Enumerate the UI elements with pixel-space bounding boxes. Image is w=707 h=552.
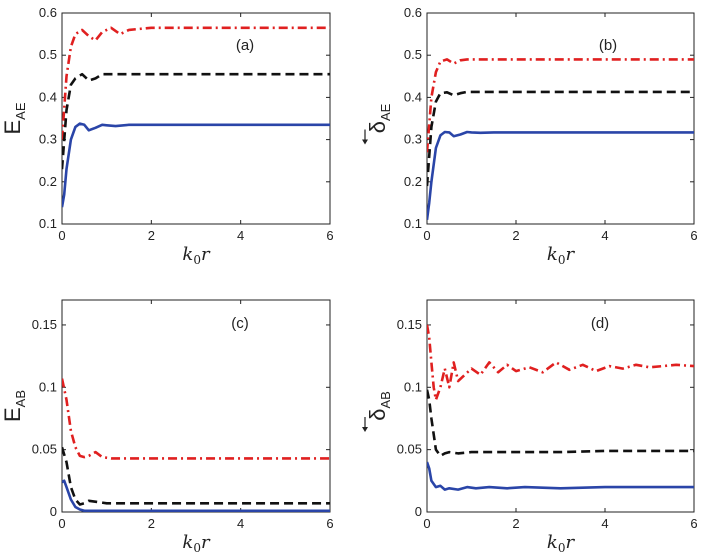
y-tick-label: 0.15 xyxy=(397,317,422,332)
x-tick-label: 4 xyxy=(601,228,608,243)
y-axis-label: EAB xyxy=(0,390,28,422)
y-tick-label: 0.1 xyxy=(404,379,422,394)
y-axis-label-main: δ xyxy=(365,409,390,421)
y-tick-label: 0.1 xyxy=(39,216,57,231)
y-axis-label-sub: AE xyxy=(13,102,28,120)
y-tick-label: 0 xyxy=(50,504,57,519)
series-blue-solid xyxy=(427,130,694,220)
y-axis-label-text: δAE xyxy=(365,103,393,133)
x-axis-label-sub: 0 xyxy=(558,541,566,552)
panel-label: (b) xyxy=(599,37,617,54)
y-axis-label: EAE xyxy=(0,102,28,134)
y-tick-label: 0.05 xyxy=(397,442,422,457)
x-tick-label: 6 xyxy=(690,516,697,531)
series-red-dashdot xyxy=(427,58,694,153)
y-axis-label-main: E xyxy=(0,407,25,422)
y-tick-label: 0.2 xyxy=(404,174,422,189)
series-red-dashdot xyxy=(62,378,330,460)
y-axis-label: δAE xyxy=(362,103,393,145)
series-red-dashdot xyxy=(427,324,694,402)
x-tick-label: 6 xyxy=(326,228,333,243)
series-red-dashdot xyxy=(62,26,330,140)
y-tick-label: 0.05 xyxy=(32,442,57,457)
y-axis-label-text: EAE xyxy=(0,102,28,134)
y-tick-label: 0.3 xyxy=(39,132,57,147)
y-tick-label: 0.5 xyxy=(404,47,422,62)
panel-label: (d) xyxy=(591,315,609,332)
plot-frame xyxy=(426,12,695,225)
plot-frame xyxy=(61,299,331,513)
series-group xyxy=(62,26,330,208)
x-axis-label: k0r xyxy=(547,244,576,267)
x-tick-label: 0 xyxy=(423,228,430,243)
series-group xyxy=(62,378,330,512)
x-axis-label: k0r xyxy=(547,532,576,552)
y-tick-label: 0.1 xyxy=(39,379,57,394)
x-axis-label-main: k xyxy=(182,244,193,265)
x-tick-label: 6 xyxy=(326,516,333,531)
series-group xyxy=(427,58,694,220)
delta-arrow-head xyxy=(362,139,368,145)
x-axis-label-main: k xyxy=(547,244,558,265)
y-tick-label: 0.6 xyxy=(404,5,422,20)
delta-arrow-head xyxy=(362,427,368,432)
panel-label: (c) xyxy=(231,315,249,332)
y-tick-label: 0.5 xyxy=(39,47,57,62)
x-tick-label: 4 xyxy=(237,228,244,243)
x-tick-label: 0 xyxy=(58,516,65,531)
plot-frame xyxy=(61,12,331,225)
x-tick-label: 4 xyxy=(601,516,608,531)
y-tick-label: 0.15 xyxy=(32,317,57,332)
series-blue-solid xyxy=(62,122,330,208)
y-axis-label-main: δ xyxy=(365,121,390,133)
series-black-dashed xyxy=(62,446,330,506)
x-axis-label: k0r xyxy=(182,244,211,267)
series-blue-solid xyxy=(62,479,330,512)
x-axis-label-sub: 0 xyxy=(193,253,201,267)
x-axis-label-tail: r xyxy=(201,532,211,552)
y-tick-label: 0.4 xyxy=(404,89,422,104)
x-axis-label-tail: r xyxy=(565,532,575,552)
y-tick-label: 0.3 xyxy=(404,132,422,147)
y-tick-label: 0 xyxy=(415,504,422,519)
y-axis-label-sub: AB xyxy=(13,390,28,407)
x-axis-label-main: k xyxy=(547,532,558,552)
series-black-dashed xyxy=(427,389,694,458)
x-axis-label-tail: r xyxy=(565,244,575,265)
x-axis-label-tail: r xyxy=(201,244,211,265)
y-axis-label-text: δAB xyxy=(365,391,393,421)
y-tick-label: 0.6 xyxy=(39,5,57,20)
x-tick-label: 0 xyxy=(423,516,430,531)
x-axis-label-sub: 0 xyxy=(558,253,566,267)
y-axis-label: δAB xyxy=(362,391,393,432)
x-tick-label: 2 xyxy=(148,228,155,243)
series-blue-solid xyxy=(427,461,694,491)
x-axis-label-main: k xyxy=(182,532,193,552)
panel-label: (a) xyxy=(236,37,254,54)
x-tick-label: 4 xyxy=(237,516,244,531)
x-axis-label: k0r xyxy=(182,532,211,552)
plot-frame xyxy=(426,299,695,513)
x-axis-label-sub: 0 xyxy=(193,541,201,552)
y-axis-label-sub: AE xyxy=(378,103,393,121)
y-axis-label-text: EAB xyxy=(0,390,28,422)
x-tick-label: 2 xyxy=(512,516,519,531)
x-tick-label: 6 xyxy=(690,228,697,243)
x-tick-label: 0 xyxy=(58,228,65,243)
y-tick-label: 0.4 xyxy=(39,89,57,104)
series-black-dashed xyxy=(62,72,330,170)
y-axis-label-main: E xyxy=(0,120,25,135)
x-tick-label: 2 xyxy=(148,516,155,531)
series-group xyxy=(427,324,694,491)
x-tick-label: 2 xyxy=(512,228,519,243)
y-tick-label: 0.1 xyxy=(404,216,422,231)
series-black-dashed xyxy=(427,90,694,187)
y-axis-label-sub: AB xyxy=(378,391,393,408)
y-tick-label: 0.2 xyxy=(39,174,57,189)
